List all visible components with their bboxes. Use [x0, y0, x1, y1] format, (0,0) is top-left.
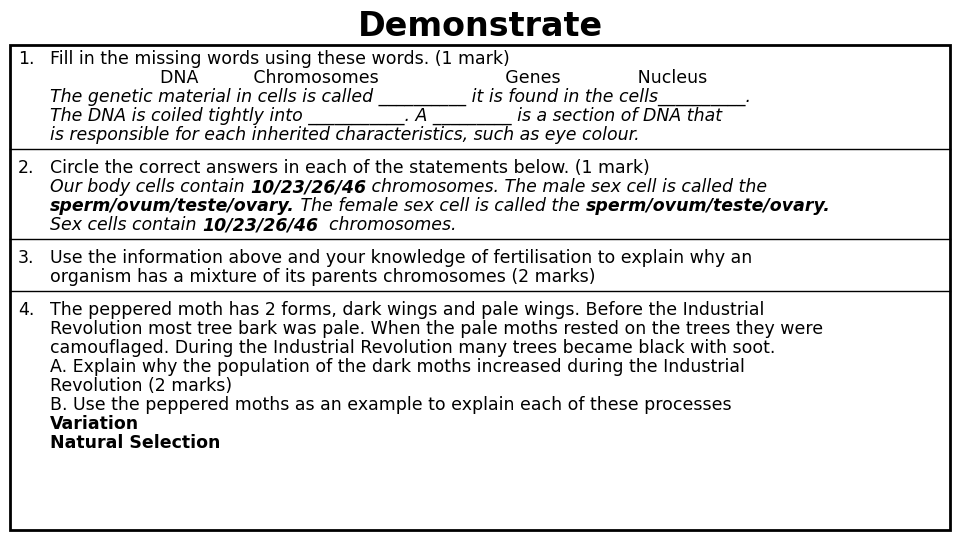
Text: 4.: 4. [18, 301, 35, 319]
Text: DNA          Chromosomes                       Genes              Nucleus: DNA Chromosomes Genes Nucleus [50, 69, 708, 87]
Text: Circle the correct answers in each of the statements below. (1 mark): Circle the correct answers in each of th… [50, 159, 650, 177]
Text: chromosomes. The male sex cell is called the: chromosomes. The male sex cell is called… [367, 178, 767, 196]
Text: Variation: Variation [50, 415, 139, 433]
Text: The genetic material in cells is called __________ it is found in the cells_____: The genetic material in cells is called … [50, 88, 751, 106]
Text: chromosomes.: chromosomes. [318, 216, 457, 234]
Text: A. Explain why the population of the dark moths increased during the Industrial: A. Explain why the population of the dar… [50, 358, 745, 376]
Text: camouflaged. During the Industrial Revolution many trees became black with soot.: camouflaged. During the Industrial Revol… [50, 339, 776, 357]
Text: 3.: 3. [18, 249, 35, 267]
Text: The peppered moth has 2 forms, dark wings and pale wings. Before the Industrial: The peppered moth has 2 forms, dark wing… [50, 301, 764, 319]
Text: Our body cells contain: Our body cells contain [50, 178, 251, 196]
Text: Sex cells contain: Sex cells contain [50, 216, 202, 234]
FancyBboxPatch shape [10, 45, 950, 530]
Text: Demonstrate: Demonstrate [357, 10, 603, 43]
Text: Use the information above and your knowledge of fertilisation to explain why an: Use the information above and your knowl… [50, 249, 753, 267]
Text: 10/23/26/46: 10/23/26/46 [251, 178, 367, 196]
Text: The DNA is coiled tightly into ___________. A _________ is a section of DNA that: The DNA is coiled tightly into _________… [50, 107, 722, 125]
Text: The female sex cell is called the: The female sex cell is called the [295, 197, 586, 215]
Text: B. Use the peppered moths as an example to explain each of these processes: B. Use the peppered moths as an example … [50, 396, 732, 414]
Text: 10/23/26/46: 10/23/26/46 [202, 216, 318, 234]
Text: 2.: 2. [18, 159, 35, 177]
Text: sperm/ovum/teste/ovary.: sperm/ovum/teste/ovary. [586, 197, 830, 215]
Text: sperm/ovum/teste/ovary.: sperm/ovum/teste/ovary. [50, 197, 295, 215]
Text: organism has a mixture of its parents chromosomes (2 marks): organism has a mixture of its parents ch… [50, 268, 595, 286]
Text: Fill in the missing words using these words. (1 mark): Fill in the missing words using these wo… [50, 50, 510, 68]
Text: Revolution (2 marks): Revolution (2 marks) [50, 377, 232, 395]
Text: 1.: 1. [18, 50, 35, 68]
Text: is responsible for each inherited characteristics, such as eye colour.: is responsible for each inherited charac… [50, 126, 639, 144]
Text: Natural Selection: Natural Selection [50, 434, 221, 452]
Text: Revolution most tree bark was pale. When the pale moths rested on the trees they: Revolution most tree bark was pale. When… [50, 320, 823, 338]
